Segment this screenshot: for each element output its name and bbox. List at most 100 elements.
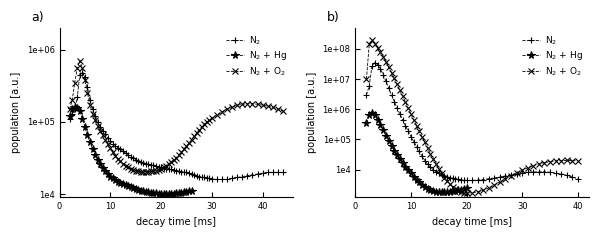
- N$_2$ + Hg: [449, 190, 456, 193]
- N$_2$ + Hg: [388, 145, 395, 148]
- N$_2$ + Hg: [91, 154, 98, 156]
- N$_2$: [175, 169, 182, 172]
- Line: N$_2$ + Hg: N$_2$ + Hg: [362, 109, 470, 196]
- N$_2$ + Hg: [368, 112, 376, 114]
- N$_2$: [71, 108, 79, 110]
- N$_2$ + Hg: [130, 187, 137, 189]
- N$_2$: [574, 177, 581, 180]
- N$_2$ + Hg: [382, 134, 389, 137]
- N$_2$ + Hg: [460, 187, 467, 190]
- N$_2$: [280, 171, 287, 174]
- N$_2$ + Hg: [402, 165, 409, 168]
- N$_2$ + Hg: [410, 175, 418, 178]
- N$_2$ + Hg: [97, 163, 104, 166]
- N$_2$ + Hg: [137, 189, 145, 192]
- N$_2$ + Hg: [391, 149, 398, 152]
- N$_2$ + O$_2$: [491, 183, 498, 186]
- N$_2$: [463, 179, 470, 182]
- N$_2$ + Hg: [413, 178, 420, 181]
- N$_2$: [407, 135, 415, 138]
- N$_2$ + Hg: [101, 169, 109, 172]
- N$_2$ + Hg: [140, 190, 147, 193]
- N$_2$ + Hg: [371, 114, 379, 116]
- N$_2$ + Hg: [84, 134, 91, 137]
- N$_2$ + Hg: [418, 183, 425, 186]
- N$_2$ + O$_2$: [66, 108, 73, 110]
- N$_2$ + O$_2$: [463, 192, 470, 194]
- N$_2$ + Hg: [181, 191, 188, 194]
- N$_2$: [94, 120, 101, 123]
- N$_2$ + Hg: [109, 177, 116, 180]
- N$_2$ + Hg: [421, 185, 428, 188]
- N$_2$ + O$_2$: [433, 163, 440, 166]
- N$_2$ + O$_2$: [374, 46, 381, 49]
- N$_2$ + Hg: [79, 117, 86, 120]
- N$_2$ + Hg: [178, 191, 185, 194]
- N$_2$ + Hg: [82, 125, 89, 128]
- N$_2$ + Hg: [463, 186, 470, 189]
- N$_2$ + O$_2$: [94, 124, 101, 127]
- N$_2$ + O$_2$: [269, 106, 277, 109]
- N$_2$ + Hg: [99, 167, 106, 169]
- N$_2$ + Hg: [374, 118, 381, 121]
- N$_2$ + Hg: [424, 187, 431, 190]
- N$_2$ + Hg: [433, 190, 440, 193]
- N$_2$: [79, 71, 86, 74]
- N$_2$ + O$_2$: [140, 170, 147, 173]
- N$_2$ + Hg: [107, 175, 114, 178]
- N$_2$ + O$_2$: [157, 167, 164, 170]
- N$_2$: [66, 117, 73, 120]
- N$_2$ + Hg: [86, 141, 94, 144]
- N$_2$ + O$_2$: [485, 186, 493, 189]
- N$_2$ + Hg: [416, 181, 423, 184]
- Line: N$_2$ + Hg: N$_2$ + Hg: [66, 103, 196, 198]
- N$_2$: [374, 63, 381, 66]
- Text: a): a): [32, 11, 44, 24]
- N$_2$: [155, 165, 162, 168]
- N$_2$ + Hg: [74, 107, 81, 109]
- N$_2$ + Hg: [104, 173, 112, 175]
- N$_2$ + Hg: [407, 172, 415, 175]
- N$_2$ + Hg: [165, 193, 172, 196]
- N$_2$ + Hg: [94, 158, 101, 161]
- X-axis label: decay time [ms]: decay time [ms]: [432, 217, 512, 227]
- N$_2$ + Hg: [380, 129, 387, 132]
- N$_2$ + Hg: [435, 191, 442, 193]
- N$_2$ + O$_2$: [363, 78, 370, 80]
- N$_2$ + O$_2$: [76, 59, 83, 62]
- Legend: N$_2$, N$_2$ + Hg, N$_2$ + O$_2$: N$_2$, N$_2$ + Hg, N$_2$ + O$_2$: [520, 32, 584, 79]
- Line: N$_2$: N$_2$: [67, 69, 286, 183]
- N$_2$: [363, 94, 370, 96]
- N$_2$ + Hg: [163, 193, 170, 196]
- Y-axis label: population [a.u.]: population [a.u.]: [307, 72, 317, 153]
- N$_2$ + Hg: [377, 124, 384, 126]
- N$_2$ + Hg: [112, 179, 119, 182]
- N$_2$ + Hg: [76, 110, 83, 113]
- N$_2$ + Hg: [124, 184, 131, 187]
- N$_2$ + Hg: [66, 115, 73, 118]
- N$_2$ + Hg: [170, 192, 178, 195]
- N$_2$ + Hg: [71, 106, 79, 109]
- N$_2$ + Hg: [145, 191, 152, 194]
- Text: b): b): [328, 11, 340, 24]
- N$_2$ + Hg: [68, 108, 76, 110]
- N$_2$: [485, 177, 493, 180]
- Legend: N$_2$, N$_2$ + Hg, N$_2$ + O$_2$: N$_2$, N$_2$ + Hg, N$_2$ + O$_2$: [224, 32, 289, 79]
- N$_2$: [368, 64, 376, 67]
- N$_2$ + O$_2$: [407, 113, 415, 115]
- N$_2$ + Hg: [167, 193, 175, 195]
- N$_2$ + Hg: [443, 191, 451, 193]
- N$_2$ + O$_2$: [71, 81, 79, 84]
- N$_2$: [491, 177, 498, 179]
- N$_2$ + Hg: [455, 189, 462, 192]
- N$_2$: [371, 61, 379, 64]
- N$_2$ + Hg: [122, 183, 129, 186]
- Y-axis label: population [a.u.]: population [a.u.]: [11, 72, 21, 153]
- Line: N$_2$: N$_2$: [364, 60, 581, 183]
- N$_2$ + Hg: [134, 188, 142, 191]
- N$_2$ + O$_2$: [280, 110, 287, 113]
- N$_2$: [214, 178, 221, 181]
- N$_2$ + Hg: [452, 189, 459, 192]
- N$_2$ + Hg: [142, 190, 149, 193]
- N$_2$ + Hg: [385, 139, 392, 142]
